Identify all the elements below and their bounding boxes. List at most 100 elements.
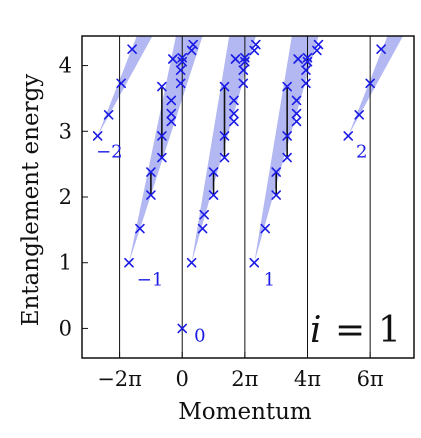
- data-point: [291, 95, 302, 106]
- data-point: [188, 39, 198, 50]
- data-point-stroke: [166, 108, 177, 119]
- data-point-stroke: [186, 45, 197, 56]
- data-point-stroke: [230, 54, 241, 64]
- y-tick-label: 3: [59, 119, 72, 143]
- data-point: [219, 152, 230, 163]
- data-point: [260, 223, 271, 234]
- data-point-stroke: [343, 131, 354, 141]
- data-point-stroke: [135, 223, 145, 234]
- data-point-stroke: [238, 78, 249, 89]
- data-point-stroke: [186, 257, 197, 268]
- marker-layer: [92, 39, 386, 334]
- data-point: [302, 56, 313, 67]
- data-point: [157, 81, 167, 92]
- data-point: [343, 131, 354, 141]
- y-tick-label: 1: [59, 251, 72, 275]
- data-point: [282, 81, 292, 92]
- data-point: [282, 152, 292, 163]
- data-point: [157, 131, 167, 141]
- x-tick-label: 4π: [294, 367, 321, 391]
- data-point: [186, 257, 197, 268]
- data-point: [208, 167, 219, 177]
- x-tick-label: 2π: [231, 367, 258, 391]
- data-point-stroke: [229, 95, 239, 106]
- data-point: [293, 54, 303, 64]
- data-point-stroke: [229, 108, 239, 119]
- data-point-stroke: [238, 65, 249, 75]
- data-point-stroke: [177, 56, 188, 67]
- data-point: [135, 223, 145, 234]
- data-point-stroke: [293, 54, 303, 64]
- data-point: [376, 44, 386, 54]
- data-point-stroke: [166, 95, 177, 106]
- x-tick-layer: −2π 0 2π 4π 6π: [97, 352, 384, 391]
- data-point-stroke: [157, 81, 167, 92]
- data-point: [103, 110, 114, 120]
- data-point-stroke: [291, 108, 302, 119]
- annotation-symbol: i: [310, 310, 322, 351]
- data-point: [168, 54, 178, 64]
- annotation-equals: =: [335, 310, 365, 351]
- data-point: [282, 131, 292, 141]
- point-label: 0: [194, 326, 205, 347]
- data-point: [238, 78, 249, 89]
- data-point: [249, 257, 260, 268]
- data-point-stroke: [251, 39, 261, 50]
- data-point: [291, 108, 302, 119]
- data-point-stroke: [282, 131, 292, 141]
- data-point-stroke: [219, 152, 230, 163]
- data-point-stroke: [260, 223, 271, 234]
- data-point-stroke: [219, 131, 230, 141]
- y-axis-title: Entanglement energy: [18, 74, 44, 327]
- data-point: [208, 190, 219, 200]
- data-point-stroke: [291, 95, 302, 106]
- data-point: [271, 167, 281, 177]
- y-tick-label: 4: [59, 54, 72, 78]
- data-point: [219, 81, 230, 92]
- data-point: [177, 323, 188, 334]
- data-point: [271, 190, 281, 200]
- data-point: [229, 95, 239, 106]
- y-tick-label: 2: [59, 185, 72, 209]
- vertical-line-layer: [119, 36, 371, 358]
- data-point-stroke: [249, 45, 260, 56]
- data-point: [146, 190, 156, 200]
- data-point-stroke: [301, 65, 311, 75]
- data-point: [127, 44, 137, 54]
- data-point: [177, 52, 188, 63]
- data-point: [116, 78, 126, 89]
- data-point: [175, 65, 186, 75]
- data-point-stroke: [291, 116, 302, 127]
- data-point: [313, 39, 324, 50]
- data-point-stroke: [157, 152, 167, 163]
- index-annotation: i = 1: [310, 310, 401, 351]
- degeneracy-bar-layer: [150, 86, 288, 196]
- data-point-stroke: [249, 257, 260, 268]
- data-point-stroke: [199, 209, 209, 220]
- data-point-stroke: [240, 52, 250, 63]
- data-point-stroke: [146, 167, 156, 177]
- y-tick-layer: 0 1 2 3 4: [59, 54, 88, 340]
- data-point: [157, 152, 167, 163]
- data-point-stroke: [116, 78, 126, 89]
- data-point-stroke: [124, 257, 134, 268]
- data-point: [92, 131, 103, 141]
- data-point-stroke: [312, 45, 322, 56]
- data-point-stroke: [175, 65, 186, 75]
- data-point: [302, 52, 313, 63]
- data-point-stroke: [229, 116, 239, 127]
- data-point-stroke: [282, 81, 292, 92]
- data-point-stroke: [168, 54, 178, 64]
- x-tick-label: 0: [176, 367, 189, 391]
- data-point-stroke: [365, 78, 375, 89]
- data-point: [166, 108, 177, 119]
- data-point: [238, 65, 249, 75]
- data-point-stroke: [219, 81, 230, 92]
- data-point-stroke: [175, 78, 186, 89]
- data-point: [166, 95, 177, 106]
- data-point-stroke: [166, 116, 177, 127]
- data-point-stroke: [313, 39, 324, 50]
- shaded-band: [348, 36, 404, 136]
- data-point-stroke: [271, 167, 281, 177]
- data-point: [197, 223, 208, 234]
